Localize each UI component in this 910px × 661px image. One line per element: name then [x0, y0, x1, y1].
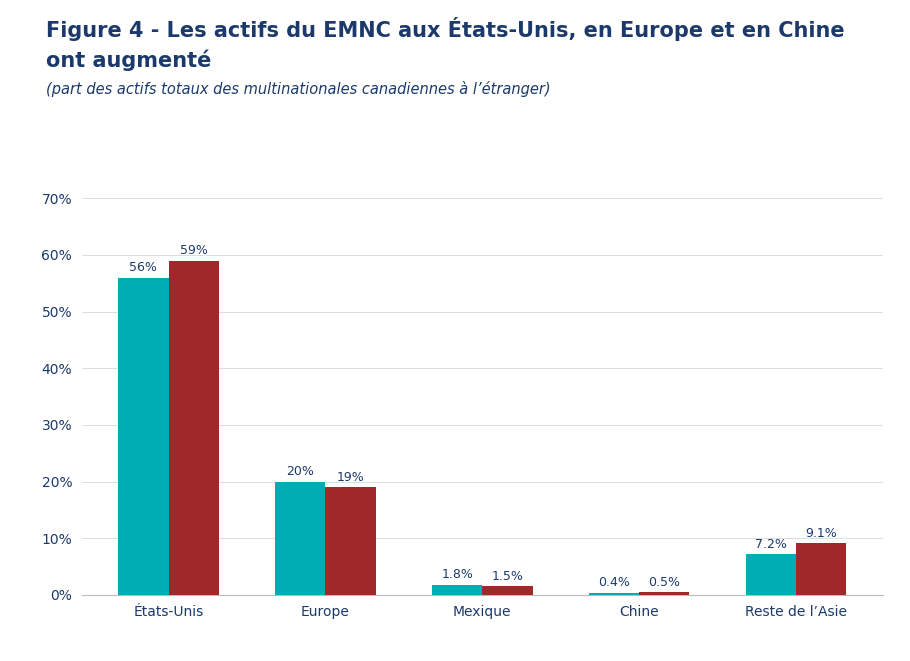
Text: 59%: 59% [179, 244, 207, 257]
Text: 1.5%: 1.5% [491, 570, 523, 583]
Text: 1.8%: 1.8% [441, 568, 473, 581]
Bar [432, 585, 482, 595]
Legend: 2011, 2021: 2011, 2021 [415, 658, 550, 661]
Text: 7.2%: 7.2% [755, 537, 787, 551]
Text: 20%: 20% [287, 465, 314, 478]
Bar [118, 278, 168, 595]
Bar [482, 586, 532, 595]
Text: Figure 4 - Les actifs du EMNC aux États-Unis, en Europe et en Chine: Figure 4 - Les actifs du EMNC aux États-… [46, 17, 844, 40]
Bar [639, 592, 690, 595]
Text: 0.5%: 0.5% [648, 576, 681, 589]
Bar [168, 260, 218, 595]
Bar [326, 487, 376, 595]
Text: 56%: 56% [129, 261, 157, 274]
Text: 19%: 19% [337, 471, 364, 484]
Bar [275, 482, 326, 595]
Text: 0.4%: 0.4% [598, 576, 630, 589]
Text: ont augmenté: ont augmenté [46, 50, 211, 71]
Text: (part des actifs totaux des multinationales canadiennes à l’étranger): (part des actifs totaux des multinationa… [46, 81, 551, 97]
Bar [796, 543, 846, 595]
Bar [589, 593, 639, 595]
Bar [746, 554, 796, 595]
Text: 9.1%: 9.1% [805, 527, 837, 540]
